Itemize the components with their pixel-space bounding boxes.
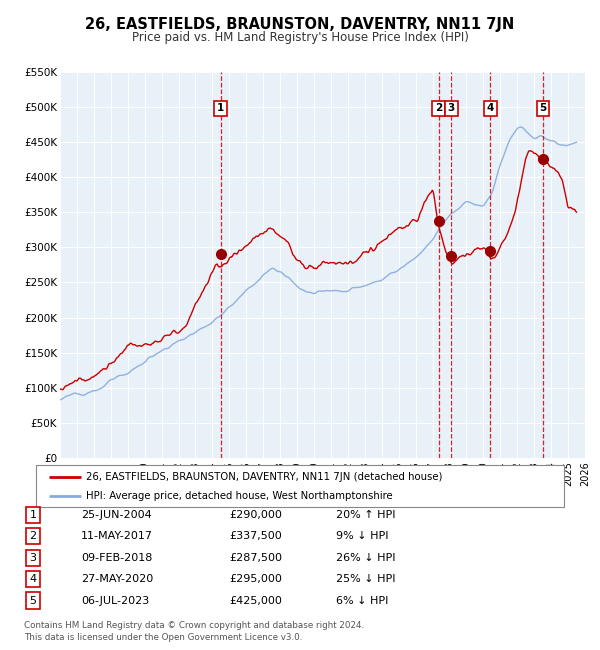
Text: 06-JUL-2023: 06-JUL-2023 bbox=[81, 595, 149, 606]
Text: 4: 4 bbox=[487, 103, 494, 113]
Text: 6% ↓ HPI: 6% ↓ HPI bbox=[336, 595, 388, 606]
Text: £337,500: £337,500 bbox=[229, 531, 282, 541]
Text: HPI: Average price, detached house, West Northamptonshire: HPI: Average price, detached house, West… bbox=[86, 491, 393, 501]
Text: 20% ↑ HPI: 20% ↑ HPI bbox=[336, 510, 395, 520]
Text: 3: 3 bbox=[29, 552, 37, 563]
Text: 2: 2 bbox=[435, 103, 442, 113]
Text: 25% ↓ HPI: 25% ↓ HPI bbox=[336, 574, 395, 584]
Text: 26% ↓ HPI: 26% ↓ HPI bbox=[336, 552, 395, 563]
Text: £290,000: £290,000 bbox=[229, 510, 282, 520]
Text: £287,500: £287,500 bbox=[229, 552, 282, 563]
Text: 1: 1 bbox=[217, 103, 224, 113]
Text: 09-FEB-2018: 09-FEB-2018 bbox=[81, 552, 152, 563]
Text: 2: 2 bbox=[29, 531, 37, 541]
Text: £425,000: £425,000 bbox=[229, 595, 282, 606]
Text: 11-MAY-2017: 11-MAY-2017 bbox=[81, 531, 153, 541]
Text: 5: 5 bbox=[29, 595, 37, 606]
Text: 9% ↓ HPI: 9% ↓ HPI bbox=[336, 531, 389, 541]
Text: 4: 4 bbox=[29, 574, 37, 584]
Text: 5: 5 bbox=[539, 103, 547, 113]
Text: £295,000: £295,000 bbox=[229, 574, 282, 584]
Text: Contains HM Land Registry data © Crown copyright and database right 2024.: Contains HM Land Registry data © Crown c… bbox=[24, 621, 364, 630]
Text: 27-MAY-2020: 27-MAY-2020 bbox=[81, 574, 153, 584]
Text: 1: 1 bbox=[29, 510, 37, 520]
Text: This data is licensed under the Open Government Licence v3.0.: This data is licensed under the Open Gov… bbox=[24, 632, 302, 642]
Text: 26, EASTFIELDS, BRAUNSTON, DAVENTRY, NN11 7JN: 26, EASTFIELDS, BRAUNSTON, DAVENTRY, NN1… bbox=[85, 17, 515, 32]
Text: 3: 3 bbox=[448, 103, 455, 113]
Text: Price paid vs. HM Land Registry's House Price Index (HPI): Price paid vs. HM Land Registry's House … bbox=[131, 31, 469, 44]
Text: 25-JUN-2004: 25-JUN-2004 bbox=[81, 510, 152, 520]
Text: 26, EASTFIELDS, BRAUNSTON, DAVENTRY, NN11 7JN (detached house): 26, EASTFIELDS, BRAUNSTON, DAVENTRY, NN1… bbox=[86, 472, 443, 482]
